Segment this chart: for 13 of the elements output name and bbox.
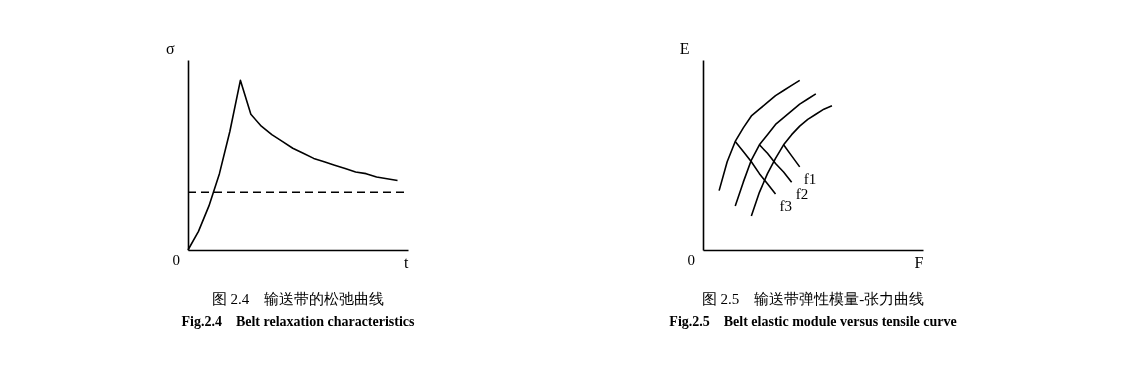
series-label: f1: [803, 170, 817, 187]
series-label: f2: [795, 186, 809, 203]
y-axis-title: E: [679, 39, 690, 57]
x-axis-title: F: [914, 253, 924, 271]
series-label: f3: [779, 198, 793, 215]
text: 0: [687, 252, 695, 268]
text: Fig.2.5 Belt elastic module versus tensile curve: [669, 314, 957, 329]
text: 图 2.4 输送带的松弛曲线: [211, 291, 385, 307]
text: Fig.2.4 Belt relaxation characteristics: [181, 314, 416, 329]
text: 0: [172, 252, 180, 268]
x-axis-title: t: [404, 253, 410, 271]
text: 图 2.5 输送带弹性模量-张力曲线: [701, 291, 925, 307]
y-axis-title: σ: [165, 39, 175, 57]
